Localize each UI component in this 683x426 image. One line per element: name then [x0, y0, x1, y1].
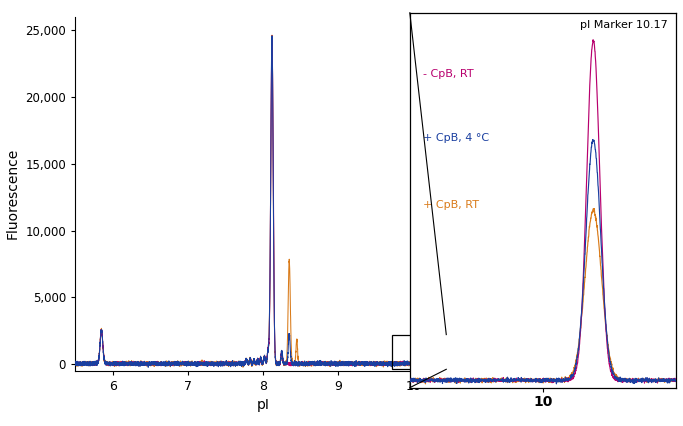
Text: pI Marker 10.17: pI Marker 10.17 — [581, 20, 668, 30]
Bar — [392, 334, 446, 369]
Text: - CpB, RT: - CpB, RT — [423, 69, 474, 79]
Text: + CpB, 4 °C: + CpB, 4 °C — [423, 133, 489, 143]
X-axis label: pI: pI — [257, 398, 269, 412]
Y-axis label: Fluorescence: Fluorescence — [5, 148, 20, 239]
Text: + CpB, RT: + CpB, RT — [423, 200, 479, 210]
